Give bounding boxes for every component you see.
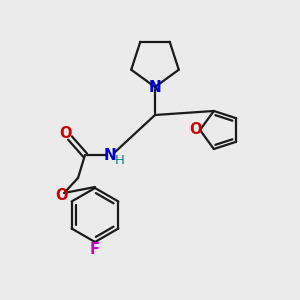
Text: H: H xyxy=(115,154,125,167)
Text: N: N xyxy=(148,80,161,94)
Text: F: F xyxy=(90,242,100,257)
Text: N: N xyxy=(103,148,116,163)
Text: O: O xyxy=(59,127,71,142)
Text: O: O xyxy=(56,188,68,202)
Text: O: O xyxy=(190,122,202,137)
